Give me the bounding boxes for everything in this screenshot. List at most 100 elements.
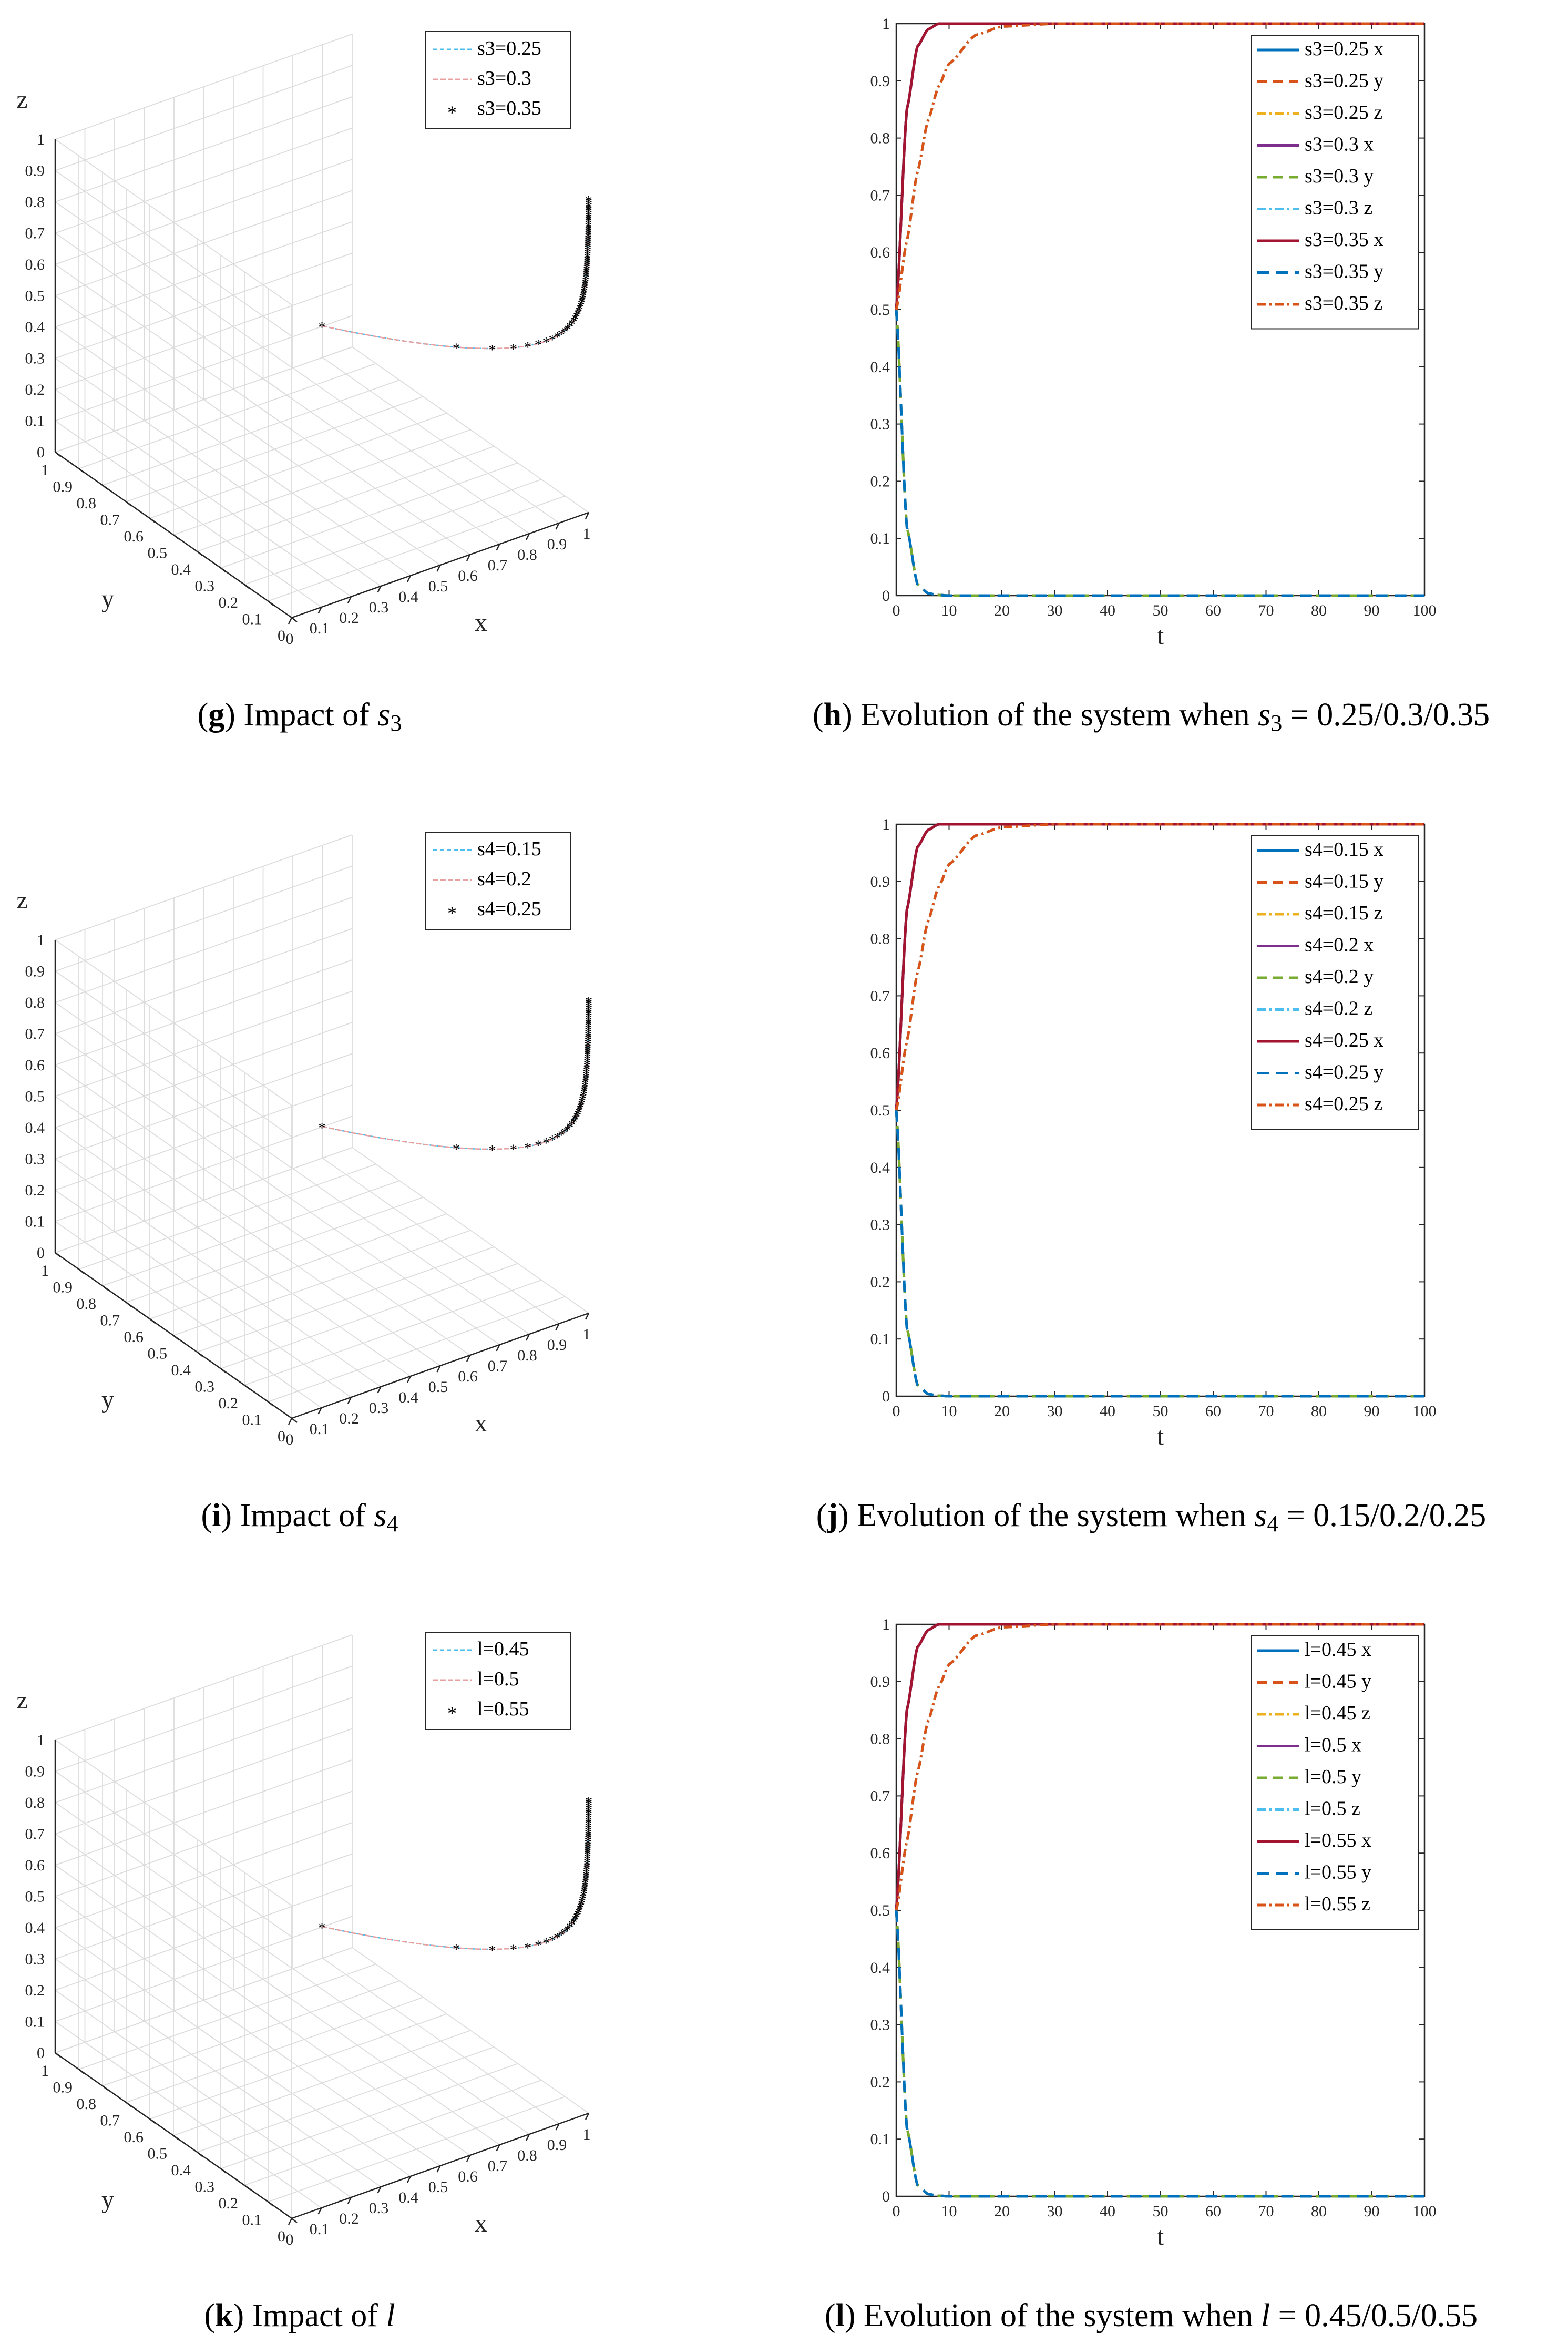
y-tick-label: 0.9 <box>870 873 890 890</box>
y-tick-mark <box>197 2152 203 2157</box>
trajectory-marker: * <box>549 332 556 349</box>
z-tick-label: 0 <box>37 1244 45 1262</box>
z-tick-label: 0.5 <box>25 1088 45 1106</box>
caption-symbol: s <box>374 1498 386 1533</box>
trajectory-marker: * <box>453 341 460 357</box>
x-tick-label: 90 <box>1364 602 1380 619</box>
z-tick-label: 1 <box>37 131 45 148</box>
legend-entry: l=0.45 y <box>1305 1671 1371 1693</box>
grid-line <box>55 201 292 368</box>
trajectory-marker: * <box>583 1055 591 1071</box>
trajectory-marker: * <box>542 1135 550 1152</box>
x-tick-label: 1 <box>583 2126 591 2143</box>
caption-text: ) Impact of <box>221 1498 374 1533</box>
trajectory-marker: * <box>585 998 592 1014</box>
x-tick-mark <box>436 565 441 572</box>
trajectory-marker: * <box>584 246 591 262</box>
caption-paren: ( <box>201 1498 212 1533</box>
x-tick-mark <box>317 607 322 614</box>
trajectory-marker: * <box>585 1000 592 1016</box>
trajectory-marker: * <box>583 1860 590 1876</box>
trajectory-marker: * <box>582 1872 589 1889</box>
legend-entry: s3=0.35 y <box>1305 261 1383 283</box>
x-axis-label: x <box>475 609 487 637</box>
x-tick-label: 80 <box>1311 1403 1327 1420</box>
legend-entry: s3=0.25 z <box>1305 101 1382 124</box>
y-tick-label: 1 <box>41 1262 49 1280</box>
x-tick-label: 70 <box>1258 2203 1274 2220</box>
legend-entry: l=0.5 x <box>1305 1734 1361 1756</box>
trajectory-marker: * <box>542 335 550 351</box>
x-tick-label: 90 <box>1364 1403 1380 1420</box>
grid-line <box>352 346 589 513</box>
trajectory-marker: * <box>580 288 587 304</box>
trajectory-marker: * <box>585 213 592 230</box>
trajectory-marker: * <box>585 228 592 244</box>
x-tick-mark <box>555 1323 560 1330</box>
trajectory-marker: * <box>585 1808 592 1824</box>
grid-line <box>55 1634 353 1741</box>
y-tick-label: 0 <box>278 2228 285 2245</box>
x-tick-label: 0.2 <box>339 2210 359 2227</box>
x-tick-label: 0.4 <box>398 588 418 606</box>
grid-line <box>173 429 471 536</box>
caption-symbol: l <box>1261 2298 1270 2333</box>
x-tick-mark <box>466 2155 471 2162</box>
trajectory-marker: * <box>585 1018 592 1035</box>
x-tick-label: 0.8 <box>517 1347 537 1364</box>
y-tick-label: 0.8 <box>870 130 890 147</box>
grid-line <box>173 1230 471 1336</box>
trajectory-marker: * <box>585 1008 592 1024</box>
trajectory-marker: * <box>585 1016 592 1032</box>
legend-entry: s3=0.35 <box>477 97 541 119</box>
caption-symbol: s <box>1254 1498 1267 1533</box>
caption-subscript: 4 <box>386 1511 398 1537</box>
grid-line <box>55 170 292 337</box>
y-tick-label: 0.1 <box>870 2131 890 2148</box>
trajectory-marker: * <box>585 221 592 238</box>
z-axis-label: z <box>16 886 27 914</box>
trajectory-marker: * <box>583 1060 590 1076</box>
trajectory-marker: * <box>585 223 592 240</box>
z-tick-label: 0.6 <box>25 256 45 273</box>
x-tick-mark <box>466 554 471 561</box>
trajectory-marker: * <box>585 1820 592 1836</box>
trajectory-marker: * <box>580 285 588 302</box>
trajectory-marker: * <box>580 1086 588 1102</box>
x-tick-label: 40 <box>1100 602 1115 619</box>
grid-line <box>322 357 560 524</box>
y-tick-mark <box>78 468 85 474</box>
trajectory-marker: * <box>584 248 591 264</box>
x-tick-mark <box>585 1313 590 1320</box>
y-tick-label: 0 <box>278 1428 285 1445</box>
grid-line <box>126 1196 424 1303</box>
trajectory-marker: * <box>577 300 584 316</box>
trajectory-marker: * <box>585 1835 592 1851</box>
legend-entry: l=0.5 z <box>1305 1798 1360 1820</box>
trajectory-marker: * <box>585 1806 592 1823</box>
trajectory-marker: * <box>510 1942 517 1958</box>
trajectory-marker: * <box>582 268 590 284</box>
trajectory-marker: * <box>585 1026 592 1042</box>
y-tick-mark <box>268 600 274 606</box>
trajectory-marker: * <box>584 1849 591 1865</box>
x-tick-label: 50 <box>1153 602 1169 619</box>
y-tick-label: 0.6 <box>870 244 890 261</box>
y-tick-label: 0.2 <box>870 2073 890 2091</box>
x-tick-label: 0.9 <box>547 2136 567 2154</box>
x-tick-label: 100 <box>1413 602 1437 619</box>
y-tick-label: 0.1 <box>242 2212 262 2229</box>
x-tick-label: 0.5 <box>428 2178 448 2196</box>
z-tick-label: 0.2 <box>25 1982 45 1999</box>
grid-line <box>262 1179 500 1345</box>
grid-line <box>55 264 292 431</box>
trajectory-marker: * <box>584 244 591 260</box>
trajectory-marker: * <box>582 1870 590 1887</box>
y-tick-label: 0.4 <box>870 1159 890 1176</box>
trajectory-marker: * <box>564 1922 571 1939</box>
trajectory-marker: * <box>489 342 496 359</box>
trajectory-marker: * <box>576 1902 583 1919</box>
x-tick-label: 30 <box>1047 2203 1063 2220</box>
trajectory-marker: * <box>573 309 580 325</box>
y-tick-label: 0.8 <box>870 1731 890 1748</box>
